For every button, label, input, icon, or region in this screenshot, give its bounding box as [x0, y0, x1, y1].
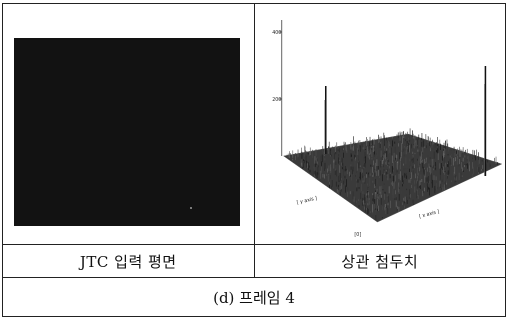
z-tick-label-200: 200 [272, 97, 281, 103]
figure-grid: 400 200 [ y axis ] [ x axis ] [0] [2, 3, 506, 317]
origin-label: [0] [354, 232, 361, 238]
z-tick-label-400: 400 [272, 30, 281, 36]
right-panel-label: 상관 첨두치 [253, 244, 506, 278]
y-axis-label: [ y axis ] [296, 195, 317, 206]
left-panel-label: JTC 입력 평면 [2, 244, 255, 278]
surface-base [282, 133, 502, 223]
x-axis-label: [ x axis ] [418, 209, 440, 220]
correlation-surface-svg: 400 200 [ y axis ] [ x axis ] [0] [272, 20, 502, 238]
correlation-peak-panel: 400 200 [ y axis ] [ x axis ] [0] [253, 3, 506, 245]
correlation-peak-plot: 400 200 [ y axis ] [ x axis ] [0] [255, 4, 506, 244]
noise-layer [286, 128, 498, 221]
jtc-input-plane-panel [2, 3, 255, 245]
bright-speck [190, 207, 192, 209]
jtc-input-plane-image [14, 38, 240, 226]
figure-caption: (d) 프레임 4 [2, 277, 506, 317]
